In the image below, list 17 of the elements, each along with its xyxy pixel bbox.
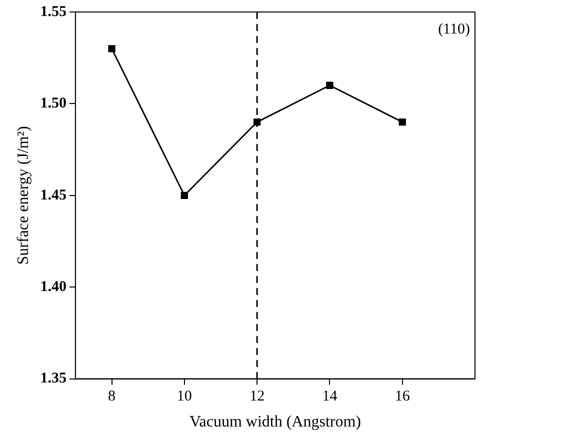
- y-tick-label: 1.50: [40, 96, 66, 112]
- y-tick-label: 1.55: [40, 4, 66, 20]
- x-tick-label: 8: [108, 388, 116, 405]
- x-tick-label: 14: [322, 388, 338, 405]
- point: [180, 192, 188, 199]
- x-tick-label: 16: [394, 388, 410, 405]
- point: [398, 118, 406, 126]
- point: [108, 45, 116, 52]
- y-tick-label: 1.40: [40, 278, 66, 295]
- point: [326, 82, 334, 89]
- y-tick-label: 1.35: [40, 370, 66, 387]
- y-tick-label: 1.45: [40, 187, 66, 204]
- annotation: (110): [438, 21, 470, 38]
- x-axis-title: Vacuum width (Angstrom): [189, 414, 361, 431]
- x-tick-label: 12: [250, 388, 265, 405]
- y-axis-title: Surface energy (J/m²): [14, 126, 32, 265]
- x-tick-label: 10: [176, 388, 192, 405]
